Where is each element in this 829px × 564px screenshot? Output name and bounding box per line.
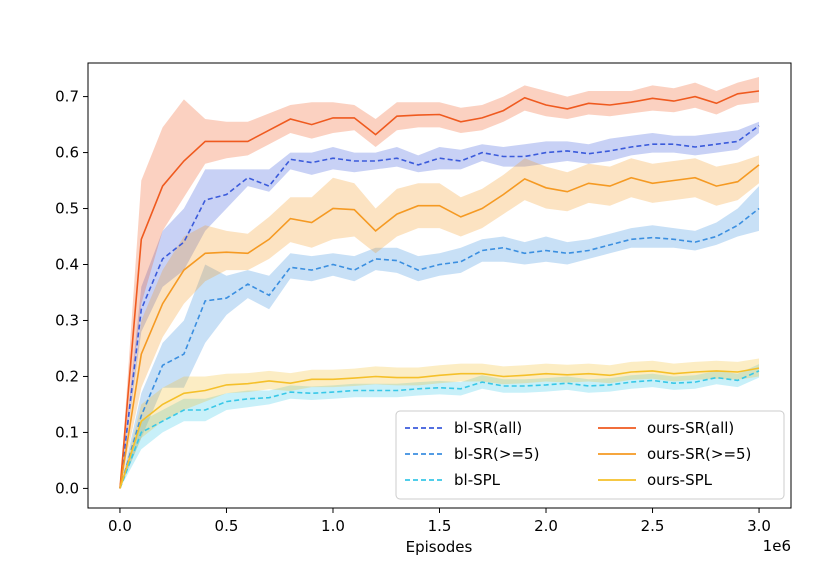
legend-box: [395, 410, 785, 500]
x-tick-label: 3.0: [747, 517, 771, 535]
legend-label-bl-sr-5: bl-SR(>=5): [454, 445, 539, 463]
y-tick-label: 0.4: [55, 256, 79, 274]
x-tick-label: 2.5: [641, 517, 665, 535]
line-bl-sr-5: [119, 207, 760, 489]
y-tick-label: 0.6: [55, 144, 79, 162]
y-tick-label: 0.7: [55, 88, 79, 106]
line-bl-spl: [119, 370, 760, 489]
line-ours-sr-all: [119, 90, 760, 489]
series-lines: [119, 90, 760, 489]
legend-label-bl-sr-all: bl-SR(all): [454, 419, 522, 437]
y-tick-label: 0.2: [55, 367, 79, 385]
y-axis-ticks: 0.0 0.1 0.2 0.3 0.4 0.5 0.6 0.7: [55, 88, 88, 497]
legend-label-ours-sr-5: ours-SR(>=5): [647, 445, 751, 463]
y-tick-label: 0.0: [55, 479, 79, 497]
x-axis-ticks: 0.0 0.5 1.0 1.5 2.0 2.5 3.0: [108, 508, 771, 535]
y-tick-label: 0.1: [55, 423, 79, 441]
y-tick-label: 0.5: [55, 200, 79, 218]
x-axis-offset-label: 1e6: [763, 537, 791, 555]
x-tick-label: 1.0: [321, 517, 345, 535]
band-bl-spl: [120, 364, 759, 489]
line-bl-sr-all: [119, 125, 760, 489]
legend-label-bl-spl: bl-SPL: [454, 471, 501, 489]
line-ours-sr-5: [119, 164, 760, 489]
legend-label-ours-sr-all: ours-SR(all): [647, 419, 734, 437]
x-tick-label: 2.0: [534, 517, 558, 535]
x-tick-label: 1.5: [428, 517, 452, 535]
x-tick-label: 0.5: [215, 517, 239, 535]
band-ours-sr-5: [120, 155, 759, 489]
x-tick-label: 0.0: [108, 517, 132, 535]
y-tick-label: 0.3: [55, 311, 79, 329]
legend-label-ours-spl: ours-SPL: [647, 471, 713, 489]
line-ours-spl: [119, 367, 760, 489]
legend: bl-SR(all) bl-SR(>=5) bl-SPL ours-SR(all) ou…: [395, 410, 785, 500]
band-ours-sr-all: [120, 77, 759, 489]
x-axis-label: Episodes: [406, 538, 473, 556]
